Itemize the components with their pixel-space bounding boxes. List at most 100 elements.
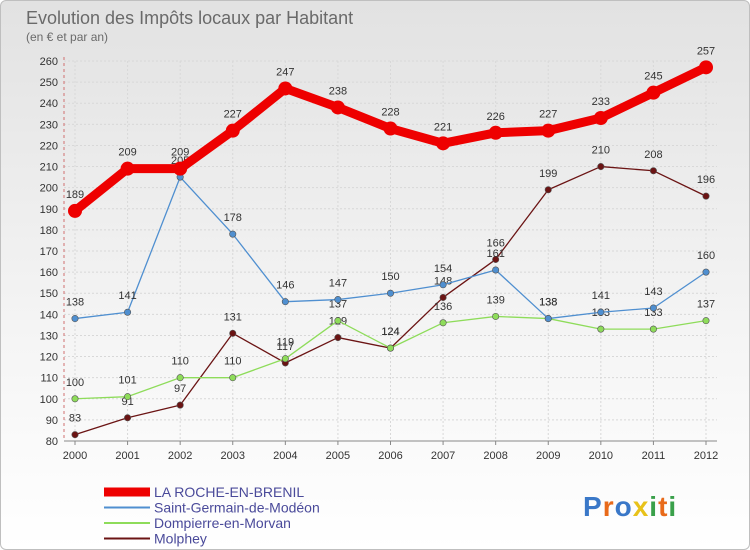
data-point (597, 325, 605, 333)
y-tick-label: 110 (40, 373, 58, 385)
series-dompierre-en-morvan: 100101110110119137124136139138133133137 (66, 294, 715, 403)
y-tick-label: 180 (40, 225, 58, 237)
data-point (492, 266, 500, 274)
data-point (334, 317, 342, 325)
series-la-roche-en-brenil: 189 209 209 227 247 238 228 221 226 227 233 245 257 (66, 45, 715, 218)
y-tick-label: 160 (40, 267, 58, 279)
data-point (229, 230, 237, 238)
y-tick-label: 120 (40, 352, 58, 364)
data-label: 137 (329, 299, 347, 311)
data-label: 208 (644, 149, 662, 161)
data-label: 138 (539, 297, 557, 309)
chart-title: Evolution des Impôts locaux par Habitant (26, 8, 353, 28)
data-point (597, 163, 605, 171)
data-label: 138 (66, 297, 84, 309)
legend-label: Saint-Germain-de-Modéon (154, 500, 320, 516)
data-point (278, 81, 293, 96)
y-tick-label: 90 (46, 415, 58, 427)
y-tick-label: 250 (40, 77, 58, 89)
data-label: 178 (224, 212, 242, 224)
data-label: 100 (66, 377, 84, 389)
data-point (439, 281, 447, 289)
x-tick-label: 2011 (642, 450, 666, 462)
data-label: 210 (592, 145, 610, 157)
data-point (488, 125, 503, 140)
data-label: 247 (276, 66, 294, 78)
data-label: 150 (381, 271, 399, 283)
data-point (649, 304, 657, 312)
y-tick-label: 210 (40, 162, 58, 174)
x-tick-label: 2001 (115, 450, 139, 462)
data-label: 139 (486, 294, 504, 306)
data-point (386, 289, 394, 297)
data-label: 226 (486, 111, 504, 123)
data-point (383, 121, 398, 136)
data-label: 124 (381, 326, 399, 338)
data-point (593, 111, 608, 125)
data-point (541, 123, 556, 138)
data-point (229, 329, 237, 337)
data-point (334, 334, 342, 342)
data-point (281, 298, 289, 306)
data-point (71, 315, 79, 323)
data-label: 209 (118, 147, 136, 159)
data-point (281, 355, 289, 363)
logo-letter: t (658, 491, 668, 522)
logo-letter: i (649, 491, 658, 522)
data-label: 238 (329, 85, 347, 97)
data-label: 124 (381, 326, 399, 338)
data-label: 166 (486, 237, 504, 249)
data-label: 209 (171, 147, 189, 159)
data-point (439, 293, 447, 301)
data-label: 147 (329, 278, 347, 290)
x-tick-label: 2010 (589, 450, 613, 462)
data-point (330, 100, 345, 115)
data-label: 101 (118, 375, 136, 387)
x-tick-label: 2002 (168, 450, 192, 462)
y-tick-label: 200 (40, 183, 58, 195)
data-point (436, 136, 451, 151)
data-label: 146 (276, 280, 294, 292)
data-point (439, 319, 447, 327)
y-tick-label: 170 (40, 246, 58, 258)
data-point (492, 312, 500, 320)
data-label: 143 (644, 286, 662, 298)
data-point (124, 414, 132, 422)
y-tick-label: 130 (40, 330, 58, 342)
data-point (124, 393, 132, 401)
data-label: 110 (171, 356, 189, 368)
data-label: 227 (224, 109, 242, 121)
data-point (544, 315, 552, 323)
data-point (229, 374, 237, 382)
legend-label: Dompierre-en-Morvan (154, 515, 291, 531)
y-tick-label: 100 (40, 394, 58, 406)
data-point (173, 161, 188, 176)
data-label: 257 (697, 45, 715, 57)
y-tick-label: 140 (40, 309, 58, 321)
x-tick-label: 2006 (378, 450, 402, 462)
data-point (646, 85, 661, 100)
data-point (176, 374, 184, 382)
legend: LA ROCHE-EN-BRENILSaint-Germain-de-Modéo… (104, 484, 320, 547)
data-label: 161 (486, 248, 504, 260)
data-label: 189 (66, 189, 84, 201)
logo-letter: o (615, 491, 633, 522)
data-point (649, 167, 657, 175)
axes: 8090100110120130140150160170180190200210… (40, 56, 719, 462)
data-point (702, 317, 710, 325)
data-label: 131 (224, 311, 242, 323)
data-label: 233 (592, 96, 610, 108)
series-layer: 8391971311171291241481661992102081961001… (66, 45, 715, 439)
data-label: 221 (434, 121, 452, 133)
y-tick-label: 80 (46, 436, 58, 448)
legend-label: Molphey (154, 531, 207, 547)
logo-letter: r (603, 491, 615, 522)
data-label: 199 (539, 168, 557, 180)
data-label: 136 (434, 301, 452, 313)
data-point (597, 308, 605, 316)
data-label: 196 (697, 174, 715, 186)
data-point (492, 255, 500, 263)
data-label: 138 (539, 297, 557, 309)
